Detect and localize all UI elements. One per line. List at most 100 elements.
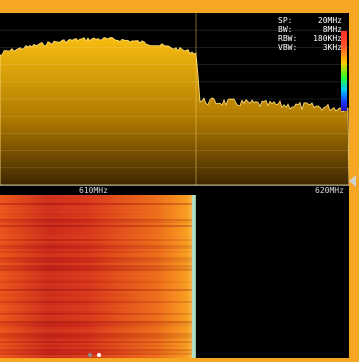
waterfall-line [0,329,192,331]
waterfall-line [0,341,192,343]
waterfall-texture [0,195,192,358]
info-bw-value: 8MHz [322,25,342,34]
waterfall-line [0,297,192,299]
info-bw-key: BW: [278,25,293,34]
waterfall-line [0,265,192,267]
waterfall-line [0,229,192,231]
page-indicator [86,352,106,358]
waterfall-line [0,323,192,325]
waterfall-signal-area [0,195,195,358]
waterfall-line [0,215,192,217]
waterfall-line [0,289,192,291]
waterfall-line [0,281,192,283]
waterfall-line [0,201,192,203]
waterfall-line [0,245,192,247]
waterfall-line [0,239,192,241]
waterfall-line [0,273,192,275]
waterfall-line [0,353,192,355]
waterfall-line [0,303,192,305]
collapse-arrow-icon[interactable] [349,175,356,187]
waterfall-line [0,317,192,319]
waterfall-line [0,247,192,249]
info-vbw-value: 3KHz [322,43,342,52]
waterfall-line [0,345,192,347]
waterfall-line [0,237,192,239]
measurement-info: SP: 20MHz BW: 8MHz RBW: 180KHz VBW: 3KHz [278,16,342,52]
waterfall-line [0,209,192,211]
waterfall-line [0,241,192,243]
waterfall-line [0,309,192,311]
waterfall-line [0,207,192,209]
waterfall-line [0,285,192,287]
waterfall-line [0,331,192,333]
waterfall-line [0,233,192,235]
color-scale-bar [341,31,347,111]
waterfall-line [0,299,192,301]
waterfall-line [0,261,192,263]
info-rbw-value: 180KHz [313,34,342,43]
waterfall-line [0,333,192,335]
waterfall-line [0,213,192,215]
spectrum-grid [0,13,349,185]
waterfall-line [0,347,192,349]
waterfall-line [0,271,192,273]
waterfall-line [0,355,192,357]
waterfall-line [0,321,192,323]
waterfall-line [0,279,192,281]
waterfall-line [0,269,192,271]
spectrum-trace [0,37,349,185]
waterfall-line [0,203,192,205]
waterfall-line [0,267,192,269]
waterfall-line [0,257,192,259]
waterfall-line [0,231,192,233]
waterfall-line [0,253,192,255]
waterfall-line [0,235,192,237]
info-rbw-row: RBW: 180KHz [278,34,342,43]
waterfall-line [0,243,192,245]
waterfall-line [0,319,192,321]
waterfall-line [0,211,192,213]
waterfall-line [0,337,192,339]
waterfall-line [0,339,192,341]
analyzer-screen: SP: 20MHz BW: 8MHz RBW: 180KHz VBW: 3KHz… [0,13,349,358]
waterfall-line [0,219,192,221]
waterfall-line [0,263,192,265]
waterfall-line [0,293,192,295]
waterfall-line [0,275,192,277]
page-dot-2-active[interactable] [97,353,101,357]
waterfall-line [0,305,192,307]
waterfall-line [0,313,192,315]
waterfall-line [0,195,192,197]
bottom-border [0,358,349,362]
waterfall-line [0,205,192,207]
page-dot-1[interactable] [88,353,92,357]
spectrum-plot[interactable] [0,13,349,185]
info-rbw-key: RBW: [278,34,298,43]
waterfall-plot[interactable] [0,195,349,358]
waterfall-line [0,349,192,351]
waterfall-line [0,335,192,337]
top-border [0,0,359,13]
waterfall-line [0,217,192,219]
start-frequency-label: 610MHz [79,186,108,195]
waterfall-line [0,259,192,261]
waterfall-line [0,251,192,253]
waterfall-line [0,307,192,309]
info-vbw-row: VBW: 3KHz [278,43,342,52]
waterfall-line [0,327,192,329]
waterfall-line [0,351,192,353]
end-frequency-label: 620MHz [315,186,344,195]
waterfall-line [0,357,192,358]
waterfall-line [0,223,192,225]
waterfall-line [0,311,192,313]
waterfall-line [0,287,192,289]
waterfall-line [0,325,192,327]
waterfall-line [0,283,192,285]
waterfall-edge [192,195,196,358]
waterfall-line [0,255,192,257]
waterfall-line [0,295,192,297]
waterfall-line [0,199,192,201]
frequency-axis: 610MHz 620MHz [0,185,349,196]
waterfall-line [0,277,192,279]
waterfall-line [0,225,192,227]
